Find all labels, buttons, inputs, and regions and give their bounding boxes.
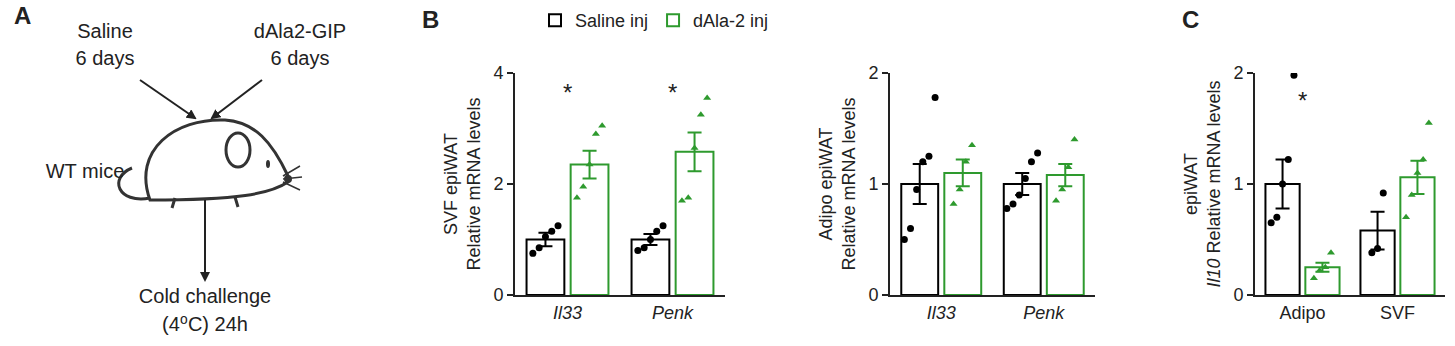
svg-text:0: 0 bbox=[493, 285, 503, 305]
svg-text:2: 2 bbox=[868, 63, 878, 83]
svg-text:dAla2-GIP: dAla2-GIP bbox=[254, 20, 346, 42]
svg-text:Il33: Il33 bbox=[553, 303, 582, 323]
svg-text:dAla-2 inj: dAla-2 inj bbox=[693, 11, 768, 31]
svg-text:2: 2 bbox=[493, 174, 503, 194]
svg-text:A: A bbox=[14, 2, 31, 29]
svg-text:6 days: 6 days bbox=[271, 47, 330, 69]
svg-text:Penk: Penk bbox=[1023, 303, 1065, 323]
svg-text:SVF: SVF bbox=[1380, 303, 1415, 323]
svg-text:C: C bbox=[1182, 6, 1199, 33]
svg-text:Saline inj: Saline inj bbox=[575, 11, 648, 31]
svg-text:SVF epiWATRelative mRNA levels: SVF epiWATRelative mRNA levels bbox=[441, 97, 484, 270]
svg-text:Adipo: Adipo bbox=[1279, 303, 1325, 323]
svg-text:epiWATIl10 Relative mRNA level: epiWATIl10 Relative mRNA levels bbox=[1181, 80, 1224, 287]
svg-text:*: * bbox=[1298, 87, 1307, 114]
svg-text:Penk: Penk bbox=[652, 303, 694, 323]
svg-text:6 days: 6 days bbox=[76, 47, 135, 69]
svg-text:2: 2 bbox=[1233, 63, 1243, 83]
svg-text:B: B bbox=[422, 6, 439, 33]
svg-text:(4⁰C) 24h: (4⁰C) 24h bbox=[162, 313, 248, 335]
svg-text:0: 0 bbox=[868, 285, 878, 305]
svg-text:1: 1 bbox=[1233, 174, 1243, 194]
svg-text:Adipo epiWATRelative mRNA leve: Adipo epiWATRelative mRNA levels bbox=[816, 97, 859, 270]
svg-text:Il33: Il33 bbox=[927, 303, 956, 323]
svg-text:Saline: Saline bbox=[77, 20, 133, 42]
svg-text:*: * bbox=[563, 79, 572, 106]
svg-text:4: 4 bbox=[493, 63, 503, 83]
svg-text:0: 0 bbox=[1233, 285, 1243, 305]
svg-text:WT mice: WT mice bbox=[46, 160, 125, 182]
svg-text:Cold challenge: Cold challenge bbox=[139, 285, 271, 307]
svg-text:*: * bbox=[668, 79, 677, 106]
svg-text:1: 1 bbox=[868, 174, 878, 194]
